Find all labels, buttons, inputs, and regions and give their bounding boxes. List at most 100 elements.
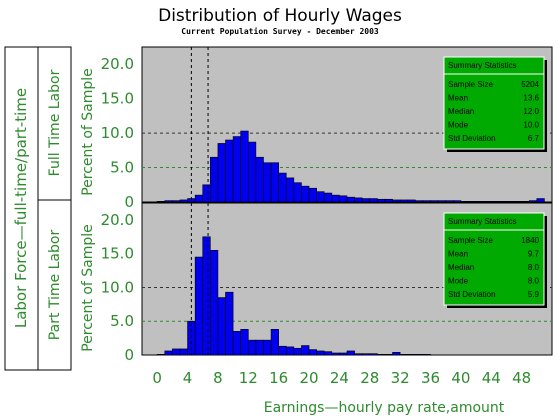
panel-label-part-time: Part Time Labor xyxy=(47,230,63,341)
stats-label: Mode xyxy=(448,121,469,130)
histogram-bar xyxy=(384,198,393,203)
summary-statistics-box: Summary Statistics Sample Size 5204 Mean 13.… xyxy=(443,56,547,152)
x-tick-label: 24 xyxy=(330,369,349,387)
y-tick-label: 0 xyxy=(124,346,134,364)
histogram-bar xyxy=(377,354,386,356)
y-tick-label: 5.0 xyxy=(110,159,134,177)
histogram-bar xyxy=(210,156,219,203)
stats-value: 9.7 xyxy=(528,250,540,259)
stats-heading: Summary Statistics xyxy=(448,61,516,70)
histogram-bar xyxy=(399,199,409,203)
histogram-bar xyxy=(156,201,166,203)
summary-statistics-box: Summary Statistics Sample Size 1840 Mean 9.7… xyxy=(443,212,547,308)
x-tick-label: 40 xyxy=(451,369,470,387)
histogram-bar xyxy=(475,201,484,203)
stats-label: Sample Size xyxy=(448,236,493,245)
stats-box-frame xyxy=(443,56,545,150)
histogram-bar xyxy=(392,199,401,203)
stats-label: Std Deviation xyxy=(448,290,496,299)
histogram-bar xyxy=(270,162,279,203)
histogram-bar xyxy=(346,350,355,356)
histogram-bar xyxy=(293,182,302,203)
histogram-bar xyxy=(255,156,264,203)
histogram-bar xyxy=(445,200,454,203)
histogram-bar xyxy=(156,354,166,356)
histogram-bar xyxy=(528,200,538,203)
histogram-bar xyxy=(217,297,226,356)
stats-value: 6.7 xyxy=(528,134,540,143)
histogram-bar xyxy=(278,345,287,356)
stats-label: Mean xyxy=(448,250,468,259)
histogram-bar xyxy=(521,201,530,203)
histogram-bar xyxy=(240,130,249,203)
stats-value: 1840 xyxy=(521,236,539,245)
histogram-bar xyxy=(361,198,371,203)
histogram-bar xyxy=(202,236,211,356)
stats-box-frame xyxy=(443,212,545,306)
histogram-bar xyxy=(232,331,242,356)
stats-value: 8.0 xyxy=(528,263,540,272)
histogram-bar xyxy=(430,200,439,203)
histogram-bar xyxy=(483,201,492,203)
histogram-bar xyxy=(369,353,378,356)
x-tick-label: 44 xyxy=(482,369,501,387)
x-tick-label: 32 xyxy=(391,369,410,387)
histogram-bar xyxy=(293,347,302,356)
histogram-bar xyxy=(498,201,507,203)
histogram-bar xyxy=(202,184,211,203)
histogram-bar xyxy=(506,201,515,203)
y-tick-label: 15.0 xyxy=(101,245,134,263)
histogram-bar xyxy=(308,187,317,203)
x-tick-label: 8 xyxy=(213,369,223,387)
group-axis-title: Labor Force—full-time/part-time xyxy=(12,88,30,328)
histogram-bar xyxy=(399,354,409,356)
chart-subtitle: Current Population Survey - December 200… xyxy=(181,27,379,36)
y-tick-label: 5.0 xyxy=(110,312,134,330)
y-tick-label: 10.0 xyxy=(101,124,134,142)
histogram-bar xyxy=(225,139,234,203)
stats-value: 8.0 xyxy=(528,277,540,286)
histogram-bar xyxy=(285,177,295,203)
histogram-bar xyxy=(247,141,257,203)
histogram-bar xyxy=(194,256,204,356)
histogram-bar xyxy=(172,200,181,203)
histogram-bar xyxy=(369,198,378,203)
y-tick-label: 10.0 xyxy=(101,278,134,296)
x-tick-label: 16 xyxy=(269,369,288,387)
histogram-bar xyxy=(354,353,363,356)
y-tick-label: 15.0 xyxy=(101,90,134,108)
histogram-bar xyxy=(377,198,386,203)
histogram-bar xyxy=(210,249,219,356)
stats-value: 5204 xyxy=(521,80,539,89)
histogram-bar xyxy=(331,194,340,203)
histogram-bar xyxy=(339,195,348,203)
y-tick-label: 20.0 xyxy=(101,211,134,229)
stats-value: 10.0 xyxy=(523,121,539,130)
histogram-bar xyxy=(301,345,310,356)
group-label-frame xyxy=(4,46,72,371)
histogram-bar xyxy=(278,172,287,203)
histogram-bar xyxy=(179,199,188,203)
histogram-bar xyxy=(323,192,333,203)
histogram-bar xyxy=(179,348,188,356)
histogram-bar xyxy=(437,200,447,203)
histogram-bar xyxy=(422,354,431,356)
histogram-bar xyxy=(490,201,500,203)
stats-label: Mean xyxy=(448,94,468,103)
histogram-bar xyxy=(247,339,257,356)
stats-heading: Summary Statistics xyxy=(448,217,516,226)
histogram-bar xyxy=(316,350,325,356)
histogram-bar xyxy=(301,185,310,203)
stats-label: Sample Size xyxy=(448,80,493,89)
histogram-bar xyxy=(468,201,477,203)
x-axis-title: Earnings—hourly pay rate,amount xyxy=(264,400,505,416)
panel-full-time: 0 5.0 10.0 15.0 20.0 Summary Statistics Sample… xyxy=(101,46,553,211)
histogram-bar xyxy=(422,200,431,203)
histogram-bar xyxy=(263,162,272,203)
stats-value: 12.0 xyxy=(523,107,539,116)
histogram-bar xyxy=(232,136,242,203)
histogram-bar xyxy=(240,329,249,356)
stats-label: Median xyxy=(448,263,474,272)
histogram-bar xyxy=(346,196,355,203)
